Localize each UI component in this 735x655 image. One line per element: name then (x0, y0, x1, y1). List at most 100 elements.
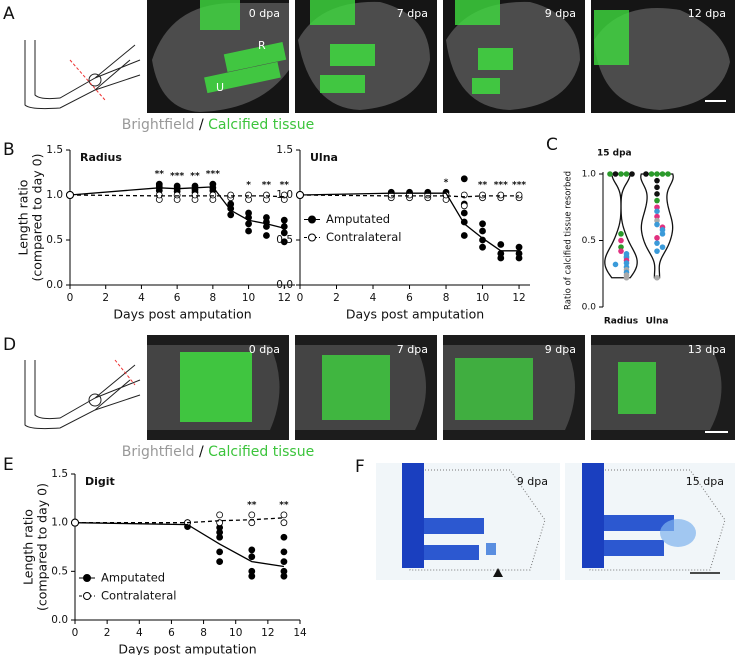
caption-sep: / (199, 444, 204, 460)
data-point (460, 209, 468, 217)
significance: ** (279, 500, 289, 510)
data-point (654, 197, 660, 204)
series-line (69, 194, 285, 198)
x-axis-label: Days post amputation (346, 307, 484, 322)
bone (455, 358, 533, 420)
data-point (497, 191, 505, 199)
stained-bone (604, 515, 674, 531)
digit (591, 345, 722, 430)
limb (152, 3, 289, 112)
bone-label: U (216, 81, 224, 94)
timepoint: 9 dpa (545, 7, 576, 20)
data-point (659, 227, 666, 233)
legend-marker (83, 574, 91, 582)
significance: *** (512, 181, 526, 191)
x-axis-label: Days post amputation (113, 307, 251, 322)
stained-bone (424, 545, 479, 560)
timepoint: 13 dpa (688, 343, 726, 356)
significance: *** (170, 172, 184, 182)
timepoint: 9 dpa (545, 343, 576, 356)
data-point (648, 171, 655, 177)
bone (320, 75, 365, 93)
data-point (618, 244, 624, 250)
series-line (299, 192, 520, 252)
y-tick-label: 0.0 (51, 614, 68, 626)
data-point (654, 235, 660, 241)
timepoint: 0 dpa (249, 343, 280, 356)
data-point (216, 548, 224, 556)
data-point (618, 231, 624, 237)
caption-brightfield: Brightfield (122, 117, 195, 133)
data-point (460, 232, 468, 239)
data-point (479, 227, 486, 235)
data-point (607, 171, 613, 177)
data-point (245, 209, 252, 217)
x-tick-label: Radius (604, 317, 638, 327)
y-tick-label: 1.0 (51, 517, 68, 529)
significance: ** (280, 181, 290, 191)
y-axis-label: (compared to day 0) (35, 483, 50, 611)
x-tick-label: 6 (406, 292, 413, 304)
data-point (654, 221, 660, 228)
panel-a-images (147, 0, 735, 113)
data-point (659, 171, 666, 177)
caption-calcified: Calcified tissue (208, 117, 314, 133)
data-point (654, 240, 660, 246)
data-point (654, 213, 660, 220)
data-point (654, 204, 660, 211)
x-tick-label: 10 (242, 292, 255, 304)
y-tick-label: 0.5 (46, 234, 63, 246)
data-point (654, 208, 660, 215)
y-tick-label: 1.0 (46, 189, 63, 201)
caption: Brightfield / Calcified tissue (122, 444, 314, 460)
data-point (248, 567, 256, 575)
caption-calcified: Calcified tissue (208, 444, 314, 460)
data-point (280, 533, 288, 541)
data-point (654, 248, 660, 254)
y-tick-label: 0.5 (582, 236, 596, 246)
x-tick-label: 4 (136, 627, 143, 639)
data-point (497, 241, 505, 248)
stain-diffuse (660, 519, 696, 547)
caption-brightfield: Brightfield (122, 444, 195, 460)
x-tick-label: 14 (293, 627, 307, 639)
bone (200, 0, 240, 30)
origin-marker (296, 191, 304, 199)
legend-label: Contralateral (326, 230, 401, 244)
x-tick-label: 12 (261, 627, 274, 639)
data-point (280, 567, 288, 575)
x-axis-label: Days post amputation (118, 642, 256, 655)
timepoint: 7 dpa (397, 343, 428, 356)
timepoint: 7 dpa (397, 7, 428, 20)
y-axis-label: Length ratio (16, 180, 31, 256)
data-point (479, 243, 486, 251)
data-point (263, 232, 270, 239)
data-point (227, 211, 235, 219)
data-point (191, 191, 199, 199)
x-tick-label: 4 (370, 292, 377, 304)
panel-f-images (376, 463, 735, 580)
data-point (248, 553, 256, 561)
legend-marker (308, 233, 316, 242)
data-point (654, 177, 660, 184)
data-point (659, 244, 666, 250)
caption: Brightfield / Calcified tissue (122, 117, 314, 133)
bone (310, 0, 355, 25)
origin-marker (71, 518, 79, 527)
data-point (280, 511, 288, 519)
bone (223, 41, 287, 73)
x-tick-label: 2 (104, 627, 111, 639)
y-tick-label: 0.0 (276, 279, 293, 291)
bone (478, 48, 513, 70)
x-tick-label: 0 (67, 292, 74, 304)
data-point (623, 274, 630, 281)
timepoint: 0 dpa (249, 7, 280, 20)
data-point (280, 223, 288, 230)
stained-bone (582, 463, 604, 568)
y-tick-label: 1.0 (582, 170, 597, 180)
violin (640, 173, 674, 279)
bone (322, 355, 390, 420)
y-tick-label: 1.5 (51, 468, 68, 480)
panel-d-images (147, 335, 735, 440)
y-axis-label: Ratio of calcified tissue resorbed (564, 171, 574, 310)
